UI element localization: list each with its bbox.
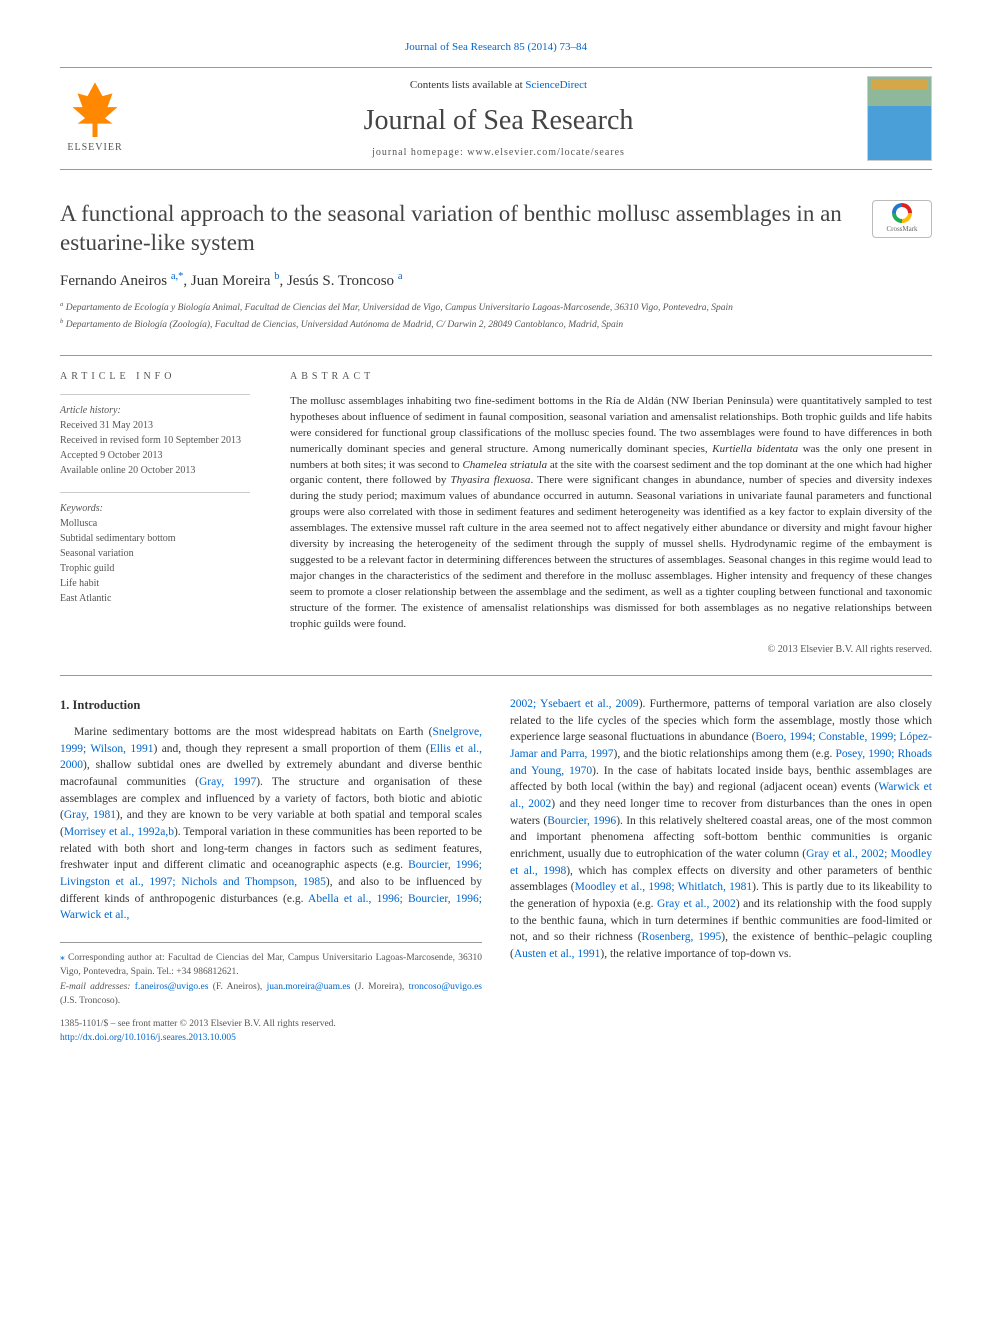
body-column-right: 2002; Ysebaert et al., 2009). Furthermor… [510,696,932,1046]
email-link[interactable]: juan.moreira@uam.es [267,982,351,992]
footer-left: 1385-1101/$ – see front matter © 2013 El… [60,1018,482,1046]
author-2[interactable]: Juan Moreira [191,273,274,289]
journal-header: ELSEVIER Contents lists available at Sci… [60,67,932,170]
article-title: A functional approach to the seasonal va… [60,200,852,258]
crossmark-icon [892,203,912,223]
corresponding-note: Corresponding author at: Facultad de Cie… [60,953,482,977]
crossmark-badge[interactable]: CrossMark [872,200,932,238]
sciencedirect-link[interactable]: ScienceDirect [525,79,587,91]
ref-link[interactable]: Bourcier, 1996 [547,815,616,827]
journal-cover-thumbnail[interactable] [867,76,932,161]
homepage-link[interactable]: www.elsevier.com/locate/seares [467,147,625,158]
ref-link[interactable]: Austen et al., 1991 [514,948,601,960]
abstract-text: The mollusc assemblages inhabiting two f… [290,394,932,633]
abstract-copyright: © 2013 Elsevier B.V. All rights reserved… [290,643,932,657]
elsevier-tree-icon [70,82,120,137]
ref-link[interactable]: Rosenberg, 1995 [642,931,722,943]
author-1[interactable]: Fernando Aneiros [60,273,171,289]
section-divider [60,675,932,676]
intro-heading: 1. Introduction [60,696,482,714]
citation-link[interactable]: Journal of Sea Research 85 (2014) 73–84 [405,41,587,53]
ref-link[interactable]: 2002; Ysebaert et al., 2009 [510,698,639,710]
affiliation-b: b Departamento de Biología (Zoología), F… [60,317,932,332]
contents-line: Contents lists available at ScienceDirec… [130,78,867,93]
crossmark-label: CrossMark [886,225,917,235]
ref-link[interactable]: Morrisey et al., 1992a,b [64,826,174,838]
citation-header: Journal of Sea Research 85 (2014) 73–84 [60,40,932,55]
author-3[interactable]: Jesús S. Troncoso [287,273,398,289]
journal-name: Journal of Sea Research [130,101,867,140]
body-column-left: 1. Introduction Marine sedimentary botto… [60,696,482,1046]
journal-homepage: journal homepage: www.elsevier.com/locat… [130,146,867,160]
article-info-head: ARTICLE INFO [60,370,250,384]
ref-link[interactable]: Gray et al., 2002 [657,898,736,910]
ref-link[interactable]: Gray, 1997 [199,776,256,788]
ref-link[interactable]: Gray, 1981 [64,809,116,821]
ref-link[interactable]: Moodley et al., 1998; Whitlatch, 1981 [575,881,753,893]
email-link[interactable]: troncoso@uvigo.es [409,982,482,992]
intro-paragraph-1: Marine sedimentary bottoms are the most … [60,724,482,924]
doi-link[interactable]: http://dx.doi.org/10.1016/j.seares.2013.… [60,1033,236,1043]
intro-paragraph-2: 2002; Ysebaert et al., 2009). Furthermor… [510,696,932,963]
abstract-head: ABSTRACT [290,370,932,384]
footnotes: ⁎ Corresponding author at: Facultad de C… [60,942,482,1008]
affiliation-a: a Departamento de Ecología y Biología An… [60,300,932,315]
elsevier-logo[interactable]: ELSEVIER [60,79,130,159]
keywords-block: Keywords: Mollusca Subtidal sedimentary … [60,492,250,606]
authors-line: Fernando Aneiros a,*, Juan Moreira b, Je… [60,270,932,292]
elsevier-label: ELSEVIER [67,141,122,155]
email-link[interactable]: f.aneiros@uvigo.es [135,982,209,992]
article-history: Article history: Received 31 May 2013 Re… [60,394,250,478]
